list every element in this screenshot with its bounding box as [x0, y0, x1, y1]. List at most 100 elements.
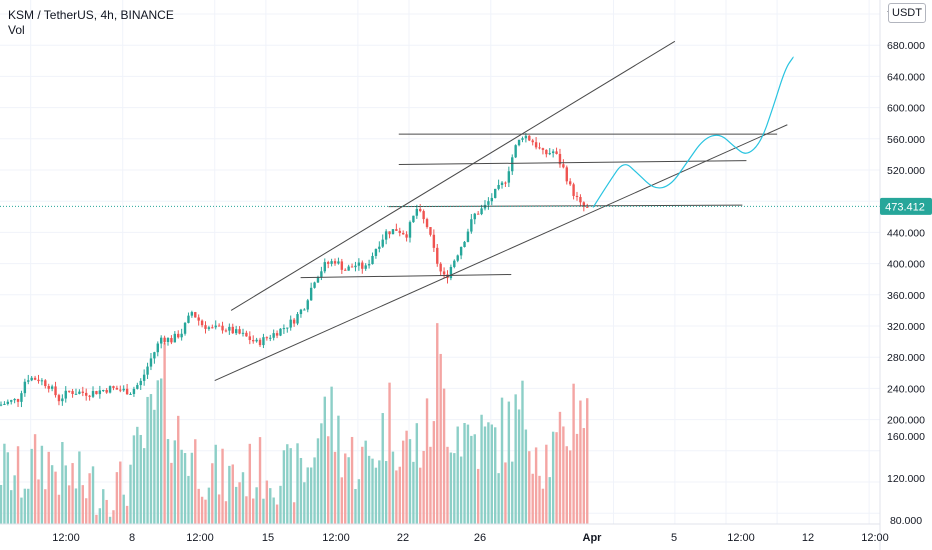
time-tick-label: 15 — [262, 532, 274, 544]
candle-body — [408, 222, 412, 238]
volume-bar — [364, 440, 367, 524]
candle-body — [572, 184, 575, 196]
candle-body — [507, 171, 511, 183]
candle-body — [313, 282, 316, 288]
volume-bar — [555, 432, 558, 524]
candle-body — [459, 246, 463, 256]
volume-bar — [64, 465, 67, 524]
volume-bars — [0, 323, 589, 524]
price-tick-label: 120.000 — [887, 473, 925, 485]
volume-bar — [238, 482, 241, 524]
candle-body — [275, 333, 279, 336]
volume-bar — [214, 444, 217, 524]
volume-bar — [476, 468, 480, 524]
candle-body — [401, 232, 405, 235]
trendline-channel-upper — [230, 40, 676, 311]
candle-body — [296, 314, 299, 324]
volume-bar — [258, 437, 262, 524]
candle-body — [197, 317, 200, 321]
candle-body — [565, 167, 568, 182]
candle-body — [6, 401, 10, 404]
currency-tag[interactable]: USDT — [888, 3, 926, 23]
volume-bar — [449, 452, 453, 524]
volume-bar — [91, 466, 95, 524]
time-tick-label: 12:00 — [861, 532, 889, 544]
candle-body — [333, 261, 337, 264]
candle-body — [534, 142, 538, 148]
volume-bar — [105, 499, 108, 524]
volume-bar — [231, 464, 234, 524]
candle-body — [344, 269, 347, 271]
volume-bar — [112, 510, 115, 524]
volume-bar — [463, 422, 466, 524]
candle-body — [412, 215, 415, 223]
volume-legend[interactable]: Vol — [8, 23, 25, 37]
candle-body — [327, 262, 330, 264]
candle-body — [177, 333, 180, 338]
candle-body — [27, 380, 30, 382]
candle-body — [279, 328, 282, 336]
volume-bar — [119, 461, 122, 524]
candle-body — [555, 151, 558, 154]
candle-body — [449, 266, 453, 279]
candle-body — [500, 182, 504, 185]
candle-body — [23, 381, 27, 394]
candle-body — [514, 145, 517, 158]
volume-bar — [132, 435, 136, 524]
candle-body — [340, 261, 344, 270]
volume-bar — [149, 394, 153, 524]
candle-body — [487, 201, 490, 205]
volume-bar — [517, 409, 521, 524]
volume-bar — [37, 479, 40, 524]
candle-body — [528, 135, 531, 141]
candle-body — [415, 208, 419, 216]
candle-body — [170, 338, 173, 343]
candle-body — [289, 319, 292, 328]
candle-body — [419, 208, 422, 212]
candle-body — [384, 231, 388, 240]
price-tick-label: 560.000 — [887, 134, 925, 146]
candle-body — [558, 153, 562, 165]
price-tick-label: 280.000 — [887, 352, 925, 364]
volume-bar — [562, 426, 565, 524]
volume-bar — [303, 482, 306, 524]
volume-bar — [54, 471, 57, 524]
volume-bar — [289, 448, 292, 524]
volume-bar — [67, 485, 71, 524]
volume-bar — [27, 488, 30, 524]
volume-bar — [30, 448, 33, 524]
volume-bar — [125, 505, 129, 524]
candle-body — [299, 309, 303, 315]
candle-body — [122, 388, 125, 391]
candle-body — [204, 325, 207, 329]
time-tick-label: 12 — [802, 532, 814, 544]
candle-body — [586, 206, 589, 208]
symbol-title[interactable]: KSM / TetherUS, 4h, BINANCE — [8, 8, 174, 22]
candle-body — [112, 386, 115, 388]
volume-bar — [524, 429, 528, 524]
candle-body — [3, 403, 6, 405]
volume-bar — [381, 413, 384, 524]
candle-body — [463, 241, 466, 247]
volume-bar — [412, 461, 415, 524]
candle-body — [71, 391, 74, 395]
candle-body — [74, 393, 78, 395]
volume-bar — [398, 466, 401, 524]
candle-body — [67, 390, 71, 392]
candle-body — [480, 208, 483, 215]
candle-body — [30, 377, 33, 381]
price-tick-label: 160.000 — [887, 431, 925, 443]
volume-bar — [40, 445, 44, 524]
volume-bar — [183, 453, 187, 524]
volume-bar — [586, 398, 589, 524]
volume-bar — [327, 436, 330, 524]
candle-body — [258, 339, 262, 346]
price-tick-label: 80.000 — [890, 515, 922, 527]
candle-body — [156, 343, 159, 353]
candle-body — [541, 148, 545, 150]
candle-body — [54, 386, 57, 396]
volume-bar — [401, 440, 405, 524]
volume-bar — [456, 426, 459, 524]
